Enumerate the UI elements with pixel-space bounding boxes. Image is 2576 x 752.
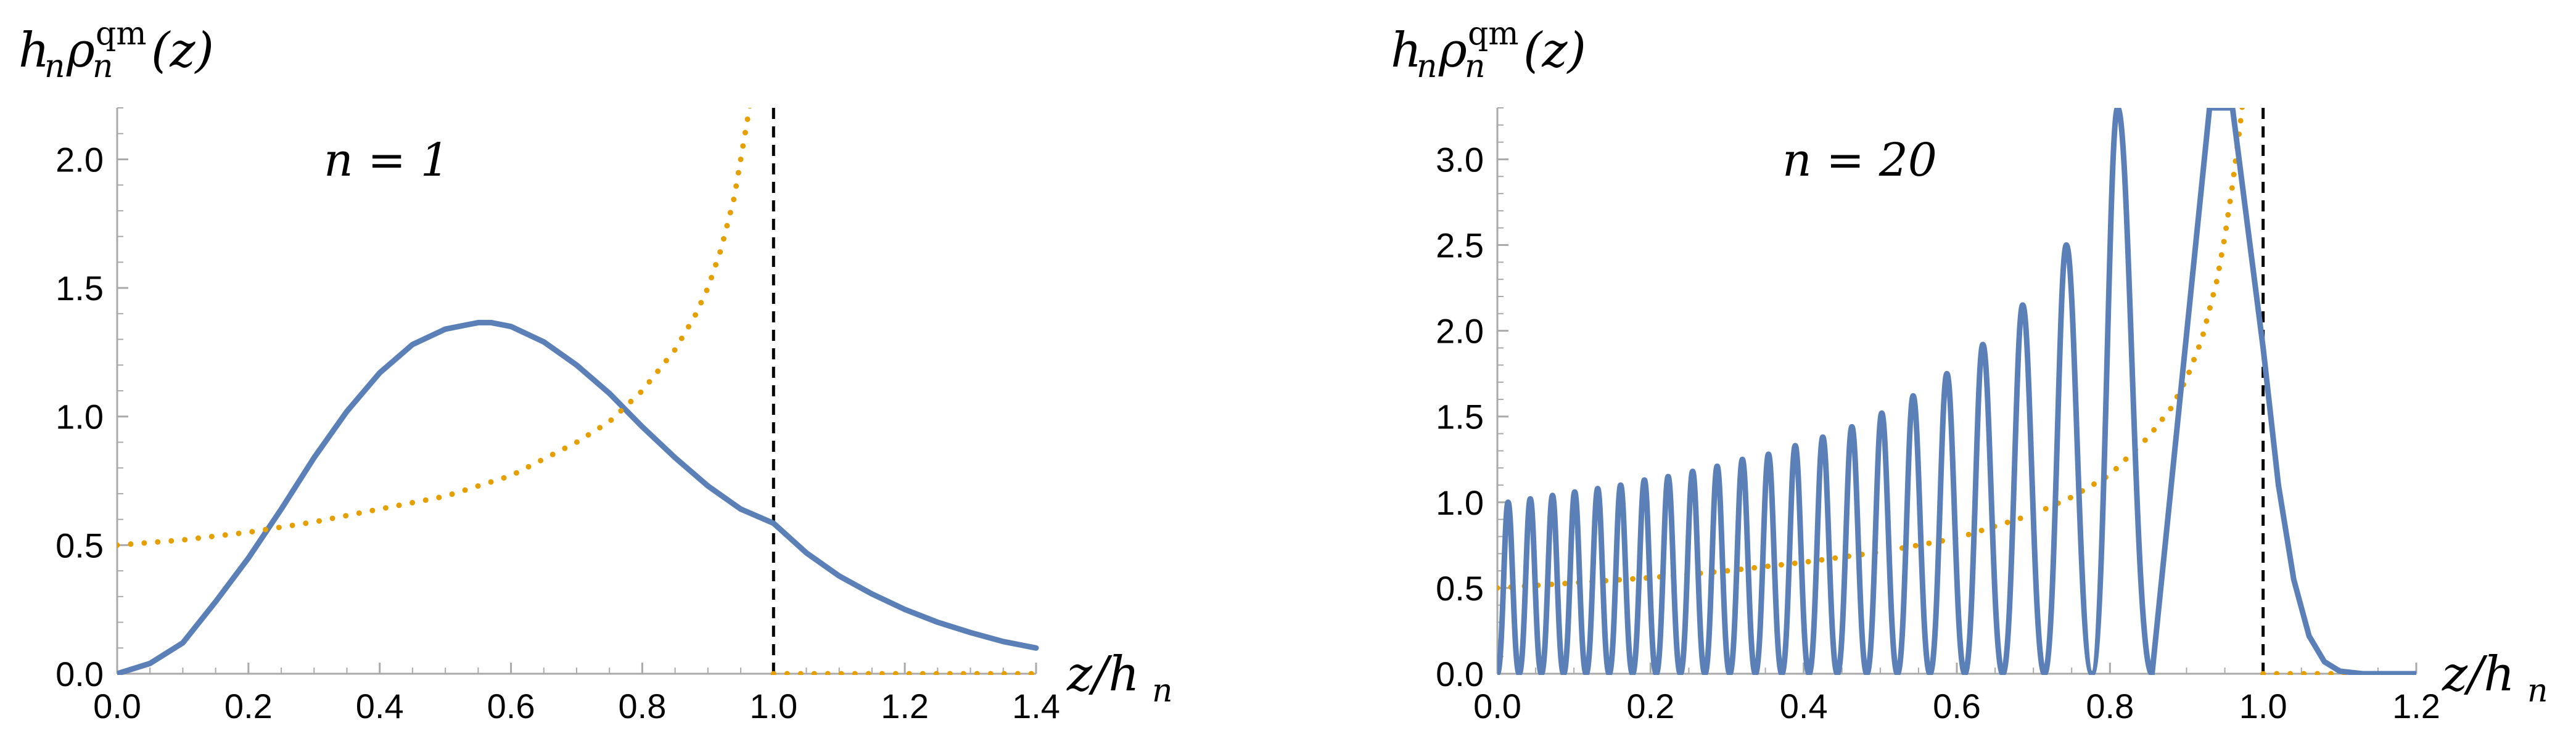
svg-text:n: n [1417,48,1438,85]
right-dotted-series-line [1497,108,2245,591]
svg-text:h: h [1391,23,1422,78]
right-x-tick-label: 0.0 [1473,687,1521,725]
right-y-axis-label: h n ρ qm n (z) [1391,15,1586,85]
svg-text:n: n [44,48,65,85]
left-x-axis-label: z/h n [1066,647,1173,709]
left-x-tick-label: 0.0 [93,687,141,725]
right-chart-panel: h n ρ qm n (z) z/h n n = 20 0.0 0.2 0.4 0.6… [1391,15,2548,725]
left-y-tick-label: 1.5 [56,269,104,308]
right-x-tick-label: 1.0 [2239,687,2287,725]
svg-text:n: n [1465,48,1486,85]
left-solid-series-line [117,319,1039,675]
left-y-tick-label: 2.0 [56,140,104,179]
left-x-tick-label: 1.0 [749,687,797,725]
right-x-tick-label: 0.8 [2086,687,2134,725]
right-axes: 0.0 0.2 0.4 0.6 0.8 1.0 1.2 0.0 0.5 1.0 1.5 2.0 2.5 3… [1436,107,2440,725]
right-y-tick-label: 1.5 [1436,398,1484,436]
svg-text:(z): (z) [1523,23,1586,78]
svg-text:n: n [2527,672,2548,709]
left-x-tick-label: 1.4 [1012,687,1060,725]
left-x-tick-label: 0.8 [618,687,666,725]
right-n-annotation: n = 20 [1782,134,1937,187]
svg-text:h: h [19,23,49,78]
right-x-tick-label: 1.2 [2392,687,2440,725]
left-x-tick-label: 0.6 [487,687,535,725]
right-y-tick-label: 3.0 [1436,140,1484,179]
left-y-tick-label: 1.0 [56,398,104,436]
svg-text:ρ: ρ [1438,23,1467,78]
svg-text:n: n [93,48,113,85]
svg-text:qm: qm [1468,15,1519,52]
right-x-tick-label: 0.2 [1626,687,1674,725]
left-x-tick-label: 1.2 [881,687,929,725]
left-x-tick-label: 0.2 [224,687,273,725]
left-plot-area [117,108,1039,675]
right-y-tick-label: 2.5 [1436,226,1484,265]
right-y-tick-label: 2.0 [1436,312,1484,351]
left-dotted-series-line [117,108,752,548]
svg-text:n: n [1152,672,1173,709]
right-x-tick-label: 0.4 [1780,687,1828,725]
svg-text:ρ: ρ [66,23,95,78]
left-x-tick-label: 0.4 [356,687,404,725]
right-y-tick-label: 0.5 [1436,569,1484,608]
left-n-annotation: n = 1 [324,134,450,187]
left-chart-panel: h n ρ qm n (z) z/h n n = 1 0.0 0.2 0.4 0.6 0… [19,15,1173,725]
svg-text:qm: qm [96,15,147,52]
left-y-tick-label: 0.5 [56,526,104,565]
right-y-tick-label: 1.0 [1436,483,1484,522]
right-plot-area [1497,108,2419,675]
left-y-tick-label: 0.0 [56,655,104,693]
svg-text:(z): (z) [151,23,214,78]
svg-text:z/h: z/h [2442,647,2515,702]
right-x-tick-label: 0.6 [1933,687,1981,725]
right-y-tick-label: 0.0 [1436,655,1484,693]
right-oscillating-series-line [1497,108,2416,675]
svg-text:z/h: z/h [1066,647,1140,702]
left-axes: 0.0 0.2 0.4 0.6 0.8 1.0 1.2 1.4 0.0 0.5 1.0 1.5 2.0 [56,107,1060,725]
right-x-axis-label: z/h n [2442,647,2548,709]
left-y-axis-label: h n ρ qm n (z) [19,15,214,85]
